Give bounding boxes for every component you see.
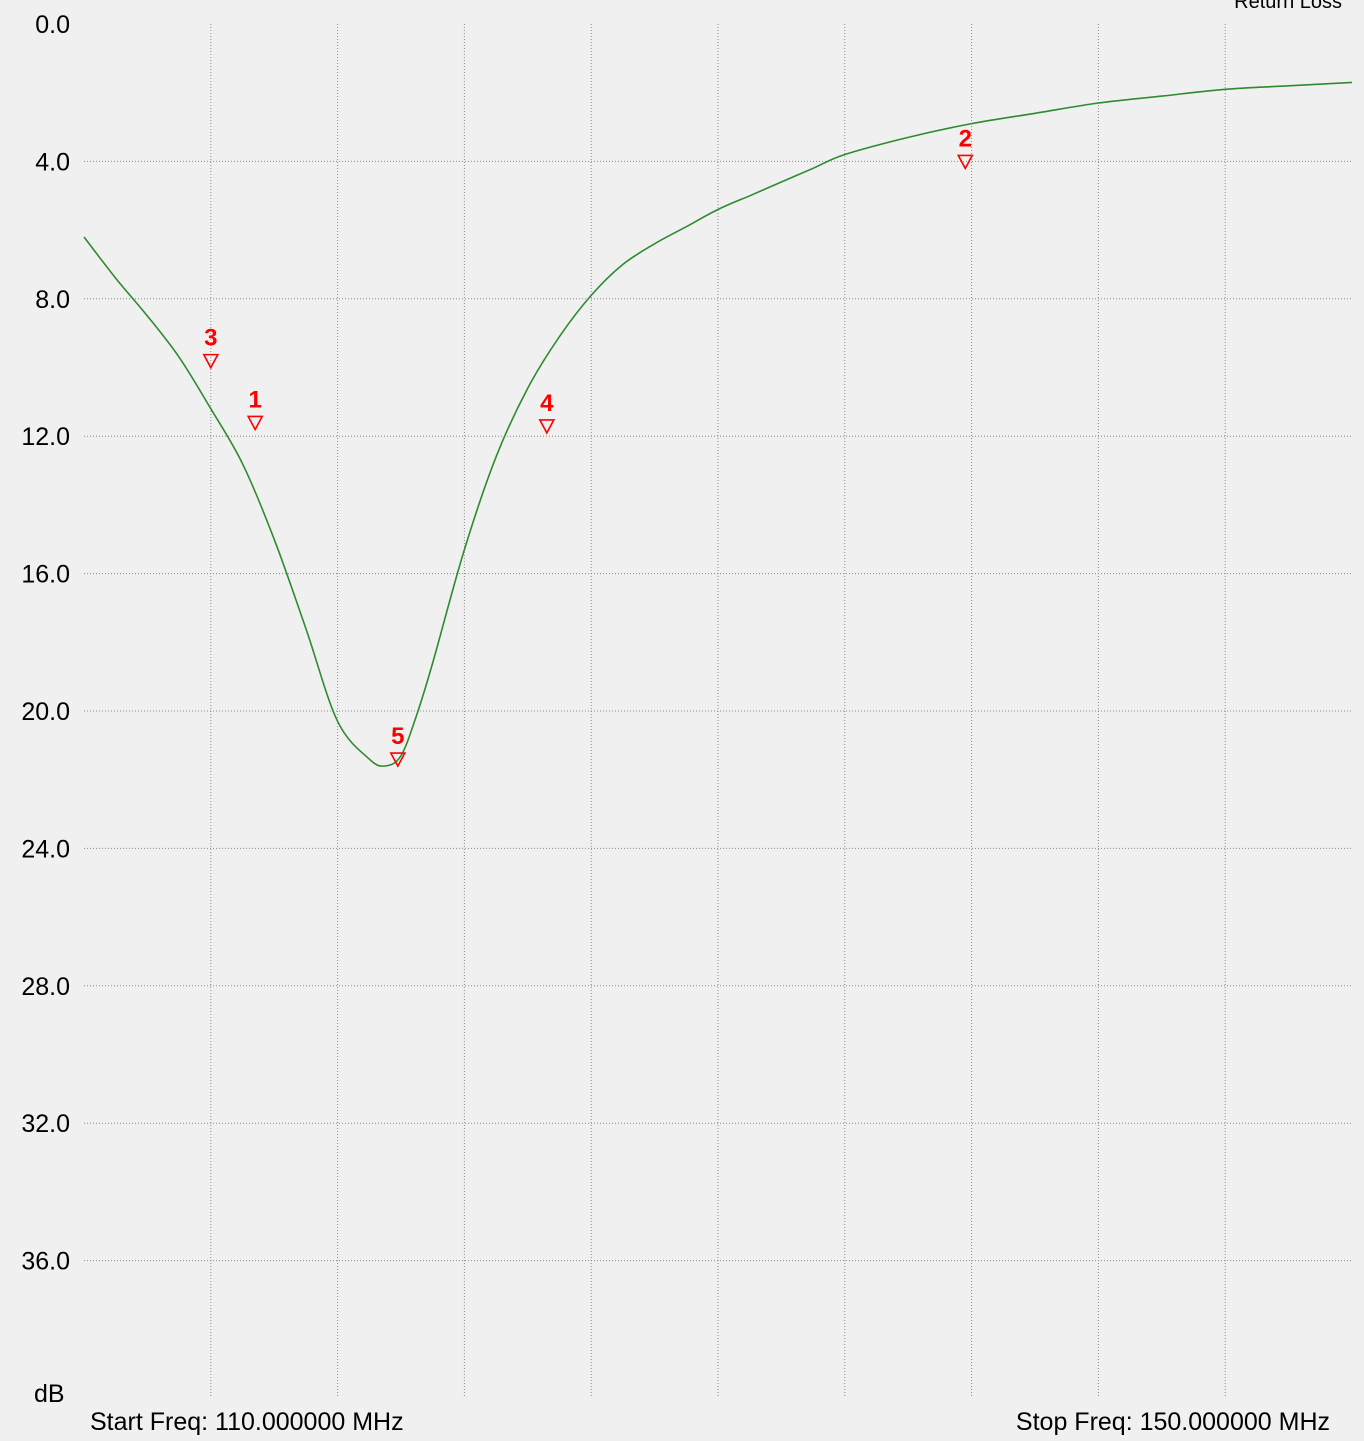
y-tick-label: 20.0 — [21, 698, 70, 726]
marker-2-triangle — [956, 154, 974, 171]
y-tick-label: 28.0 — [21, 973, 70, 1001]
y-tick-label: 24.0 — [21, 835, 70, 863]
marker-5-triangle — [389, 752, 407, 768]
start-freq-label: Start Freq: 110.000000 MHz — [90, 1408, 404, 1436]
markers: 1 2 3 4 5 — [202, 125, 974, 768]
y-tick-label: 0.0 — [35, 11, 70, 39]
marker-4-triangle — [538, 419, 556, 435]
grid — [84, 24, 1352, 1398]
marker-3-label: 3 — [204, 325, 217, 352]
series-line-0 — [83, 81, 1353, 767]
marker-5-label: 5 — [391, 723, 404, 750]
y-tick-label: 8.0 — [35, 286, 70, 314]
marker-3-triangle — [202, 353, 220, 370]
y-tick-label: 36.0 — [21, 1248, 70, 1276]
marker-4-label: 4 — [540, 390, 554, 417]
y-axis-ticks: 0.0 4.0 8.0 12.0 16.0 20.0 24.0 28.0 32.0 36.0 — [21, 11, 70, 1276]
series-layer — [83, 81, 1353, 767]
y-tick-label: 32.0 — [21, 1110, 70, 1138]
y-tick-label: 16.0 — [21, 561, 70, 589]
stop-freq-label: Stop Freq: 150.000000 MHz — [1016, 1408, 1330, 1436]
marker-1-label: 1 — [249, 386, 262, 413]
y-tick-label: 12.0 — [21, 423, 70, 451]
y-unit-label: dB — [34, 1380, 65, 1408]
marker-1-triangle — [246, 415, 264, 432]
y-tick-label: 4.0 — [35, 148, 70, 176]
marker-2-label: 2 — [959, 125, 972, 152]
legend-label: Return Loss — [1234, 0, 1342, 13]
